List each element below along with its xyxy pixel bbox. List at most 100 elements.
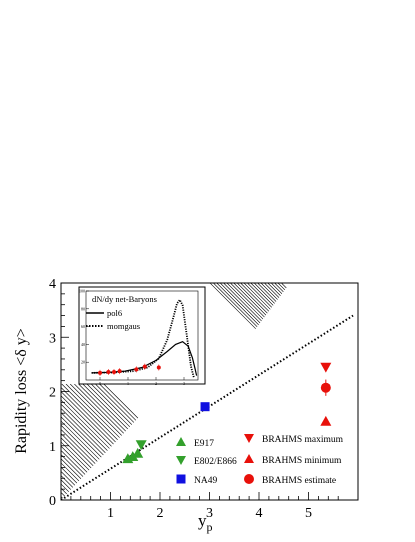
legend-item: BRAHMS estimate (244, 474, 336, 486)
y-tick-label: 0 (49, 494, 56, 509)
hatch-line (61, 384, 170, 500)
x-axis-label-main: y (198, 511, 207, 530)
hatch-line (270, 283, 290, 363)
hatch-line (233, 283, 290, 363)
legend-label: E802/E866 (194, 457, 237, 467)
hatch-region-upper (210, 283, 290, 363)
y-tick-label: 3 (49, 331, 56, 346)
data-point-e917 (127, 451, 139, 461)
hatch-line (61, 384, 69, 500)
inset-y-tick-label: 20 (81, 360, 85, 365)
inset-y-tick-label: 60 (81, 324, 85, 329)
legend-label: NA49 (194, 476, 217, 486)
hatch-line (213, 283, 290, 363)
inset-plot-frame (85, 290, 199, 381)
hatch-line (236, 283, 290, 363)
inset-data-point (112, 369, 116, 374)
x-tick-label: 2 (157, 506, 164, 521)
y-axis-label: Rapidity loss <δ y> (13, 328, 30, 454)
legend-item: NA49 (176, 474, 217, 486)
hatch-line (61, 384, 90, 500)
y-tick-label: 2 (49, 386, 56, 401)
data-point-e802-e866 (135, 440, 147, 451)
legend-marker (176, 474, 186, 484)
inset-data-point (134, 367, 139, 372)
hatch-line (61, 384, 170, 500)
inset-x-tick-label: 0 (99, 381, 101, 386)
inset-legend-label: pol6 (107, 308, 122, 318)
hatch-line (61, 384, 74, 500)
hatch-line (61, 384, 99, 500)
hatch-line (61, 384, 95, 500)
inset-x-tick-label: 2 (155, 381, 157, 386)
legend-item: BRAHMS maximum (244, 434, 344, 445)
data-point-brahms-minimum (320, 415, 332, 426)
hatch-line (61, 384, 145, 500)
hatch-line (257, 283, 290, 363)
hatch-line (90, 384, 170, 500)
legend-marker (176, 456, 186, 465)
hatch-line (253, 283, 290, 363)
hatch-line (250, 283, 290, 363)
hatch-line (61, 384, 137, 500)
legend-item: BRAHMS minimum (244, 454, 342, 466)
hatch-line (61, 384, 132, 500)
hatch-line (210, 283, 290, 363)
hatch-line (61, 384, 82, 500)
inset-data-point (142, 364, 147, 369)
inset-x-tick-label: 1 (127, 381, 129, 386)
inset-data-point (98, 370, 102, 375)
hatch-line (277, 283, 290, 363)
hatch-line (74, 384, 170, 500)
hatch-line (281, 283, 290, 363)
inset-legend-label: momgaus (107, 321, 140, 331)
x-tick-label: 3 (206, 506, 213, 521)
legend-label: BRAHMS estimate (262, 476, 336, 486)
x-tick-label: 1 (107, 506, 114, 521)
inset-data-point (117, 369, 122, 374)
legend-marker (244, 474, 254, 484)
hatch-line (274, 283, 290, 363)
hatch-line (219, 283, 290, 363)
data-point-brahms-maximum (320, 362, 332, 373)
hatch-line (267, 283, 290, 363)
legend-marker (176, 437, 186, 446)
hatch-region-lower (61, 384, 170, 500)
hatch-line (61, 384, 141, 500)
inset-y-tick-label: 40 (81, 342, 85, 347)
inset-title: dN/dy net-Baryons (92, 294, 157, 304)
data-point-brahms-estimate (320, 382, 331, 393)
legend-label: BRAHMS maximum (262, 435, 344, 445)
legend-label: BRAHMS minimum (262, 456, 342, 466)
inset-y-tick-label: 100 (79, 289, 85, 294)
hatch-line (260, 283, 290, 363)
hatch-line (243, 283, 290, 363)
x-tick-label: 5 (305, 506, 312, 521)
x-tick-label: 4 (256, 506, 263, 521)
hatch-line (230, 283, 290, 363)
legend-label: E917 (194, 439, 214, 449)
hatch-line (223, 283, 290, 363)
hatch-line (240, 283, 290, 363)
hatch-line (264, 283, 290, 363)
hatch-line (226, 283, 290, 363)
hatch-line (216, 283, 290, 363)
legend-item: E802/E866 (176, 456, 237, 467)
y-tick-label: 4 (49, 277, 56, 292)
hatch-line (61, 384, 86, 500)
inset-data-point (106, 369, 111, 374)
inset-x-tick-label: 3 (183, 381, 185, 386)
hatch-line (65, 384, 170, 500)
x-axis-label-subscript: p (207, 520, 213, 534)
data-point-na49 (200, 402, 210, 412)
inset-curve-pol6 (91, 341, 198, 376)
hatch-line (247, 283, 290, 363)
y-tick-label: 1 (49, 440, 56, 455)
data-point-e917 (132, 447, 144, 458)
legend-marker (244, 434, 254, 443)
inset-y-tick-label: 80 (81, 306, 85, 311)
hatch-line (61, 384, 166, 500)
legend-marker (244, 454, 254, 463)
